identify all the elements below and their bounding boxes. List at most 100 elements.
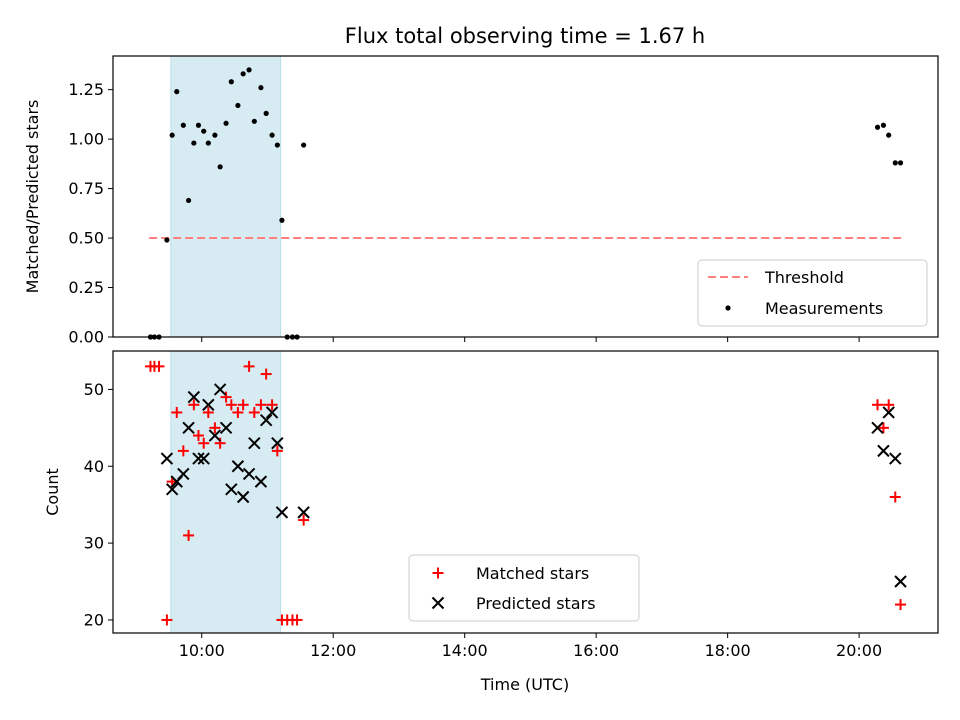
matched-star-point (171, 406, 183, 418)
count-panel-frame (112, 350, 939, 634)
measurement-point (205, 140, 211, 146)
measurement-point (301, 142, 307, 148)
legend-matched-label: Matched stars (476, 564, 589, 583)
matched-star-point (192, 430, 204, 442)
measurement-point (279, 217, 285, 223)
measurement-point (897, 160, 904, 166)
measurement-point (217, 164, 223, 170)
count-y-tick-label: 50 (84, 380, 104, 399)
x-tick-label: 18:00 (705, 641, 751, 660)
predicted-star-point (165, 483, 179, 496)
matched-star-point (198, 437, 210, 449)
measurement-point (201, 128, 207, 134)
predicted-star-point (265, 406, 279, 419)
matched-star-point (877, 422, 889, 434)
predicted-star-point-b (297, 506, 310, 519)
predicted-star-point-b (192, 452, 205, 465)
observing-window-shade (170, 55, 282, 338)
matched-star-point (271, 445, 283, 457)
count-legend: Matched stars Predicted stars (408, 554, 640, 622)
predicted-star-point (889, 452, 902, 465)
predicted-star-point-b (265, 406, 279, 419)
predicted-star-point-b (219, 421, 233, 435)
predicted-star-point-b (254, 475, 268, 488)
predicted-star-point-b (882, 406, 895, 419)
measurement-point (185, 197, 192, 204)
x-tick-label: 14:00 (442, 641, 488, 660)
ratio-panel: 0.00 0.25 0.50 0.75 1.00 1.25 Matched/Predict… (23, 55, 939, 347)
ratio-y-axis-label: Matched/Predicted stars (23, 100, 42, 294)
predicted-star-point-b (202, 398, 215, 411)
matched-star-point (177, 445, 189, 457)
measurement-point (164, 237, 170, 243)
predicted-star-point (208, 429, 222, 442)
matched-star-point (188, 399, 200, 411)
ratio-y-tick-label: 0.50 (68, 229, 104, 248)
legend-predicted-marker (431, 596, 445, 610)
matched-star-point (255, 399, 267, 411)
chart-title: Flux total observing time = 1.67 h (345, 24, 705, 48)
predicted-star-point-b (877, 444, 890, 458)
matched-star-point (243, 360, 255, 372)
predicted-star-point (192, 452, 205, 465)
matched-star-point (209, 422, 221, 434)
matched-star-point (298, 514, 310, 526)
predicted-star-point (177, 467, 190, 481)
predicted-star-point-b (165, 483, 179, 496)
ratio-legend-box (697, 259, 928, 327)
predicted-star-point-b (160, 452, 174, 465)
predicted-star-point-b (242, 467, 256, 481)
legend-measurement-swatch (725, 305, 731, 311)
count-y-axis-label: Count (43, 468, 62, 516)
predicted-star-point-b (177, 467, 190, 481)
measurement-point (880, 122, 887, 128)
matched-star-point (266, 399, 278, 411)
measurement-point (874, 124, 881, 130)
x-tick-label: 10:00 (179, 641, 225, 660)
measurement-points (147, 67, 904, 340)
count-points (144, 360, 907, 626)
predicted-star-point-b (213, 383, 227, 396)
matched-star-point (872, 399, 884, 411)
predicted-star-point (271, 436, 284, 450)
count-x-axis: 10:00 12:00 14:00 16:00 18:00 20:00 (179, 633, 882, 660)
measurement-point (191, 140, 197, 146)
predicted-star-point (225, 483, 238, 496)
x-tick-label: 20:00 (836, 641, 882, 660)
predicted-star-point (160, 452, 174, 465)
predicted-star-point (187, 390, 201, 404)
predicted-star-point (275, 506, 289, 519)
matched-star-point (260, 368, 272, 380)
matched-star-point (883, 399, 895, 411)
predicted-star-point-b (225, 483, 238, 496)
matched-star-point (153, 360, 165, 372)
count-legend-box (408, 554, 640, 622)
legend-matched-swatch (432, 567, 444, 579)
count-y-tick-label: 20 (84, 610, 104, 629)
predicted-star-point-b (259, 413, 273, 427)
predicted-star-point-b (275, 506, 289, 519)
predicted-star-point-b (197, 452, 210, 465)
measurement-point (246, 67, 252, 73)
measurement-point (228, 79, 234, 85)
matched-star-point (220, 391, 232, 403)
legend-predicted-swatch (431, 596, 445, 610)
predicted-star-point-b (871, 421, 884, 435)
predicted-star-point-b (236, 490, 250, 504)
x-axis-label: Time (UTC) (480, 675, 569, 694)
matched-star-point (232, 406, 244, 418)
matched-star-point (889, 491, 901, 503)
predicted-star-point (213, 383, 227, 396)
measurement-point (212, 132, 218, 138)
x-tick-label: 12:00 (310, 641, 356, 660)
ratio-y-axis: 0.00 0.25 0.50 0.75 1.00 1.25 (68, 80, 113, 347)
measurement-point (195, 122, 202, 128)
matched-star-point (291, 614, 303, 626)
measurement-point (169, 132, 175, 138)
predicted-star-point (236, 490, 250, 504)
measurement-point (240, 71, 246, 77)
matched-star-point (202, 406, 214, 418)
predicted-star-point (877, 444, 890, 458)
predicted-star-point (197, 452, 210, 465)
ratio-panel-frame (112, 55, 939, 338)
